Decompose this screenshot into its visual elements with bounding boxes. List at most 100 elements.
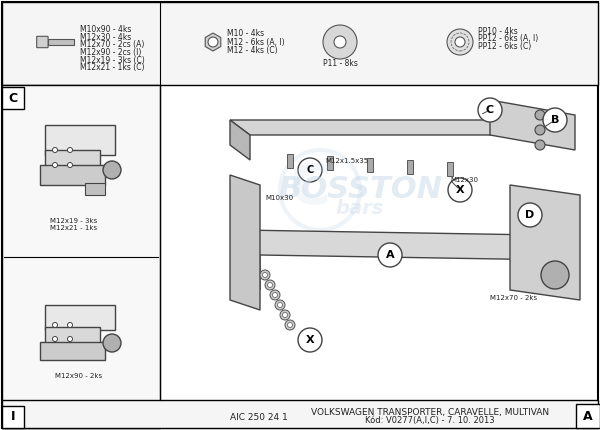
Text: PP10 - 4ks: PP10 - 4ks (478, 27, 518, 36)
Circle shape (448, 178, 472, 202)
Text: A: A (386, 250, 394, 260)
Circle shape (518, 203, 542, 227)
Circle shape (103, 334, 121, 352)
Circle shape (53, 322, 58, 328)
Text: I: I (11, 411, 15, 424)
Text: C: C (307, 165, 314, 175)
Circle shape (67, 337, 73, 341)
Circle shape (208, 37, 218, 47)
Text: M12x19 - 3ks (C): M12x19 - 3ks (C) (80, 55, 145, 64)
Circle shape (541, 261, 569, 289)
Circle shape (270, 290, 280, 300)
Text: M12x1.5x35: M12x1.5x35 (325, 158, 368, 164)
Circle shape (535, 140, 545, 150)
Text: D: D (526, 210, 535, 220)
Circle shape (298, 328, 322, 352)
Circle shape (535, 110, 545, 120)
Text: C: C (486, 105, 494, 115)
Text: M12 - 6ks (A, I): M12 - 6ks (A, I) (227, 37, 284, 46)
Text: M12x70 - 2ks: M12x70 - 2ks (490, 295, 537, 301)
Circle shape (283, 313, 287, 317)
Text: PP12 - 6ks (C): PP12 - 6ks (C) (478, 43, 531, 52)
Text: BOSSTON: BOSSTON (278, 175, 442, 205)
Bar (447, 162, 453, 176)
Text: M10x30: M10x30 (265, 195, 293, 201)
Circle shape (53, 337, 58, 341)
Text: M12x70 - 2cs (A): M12x70 - 2cs (A) (80, 40, 145, 49)
FancyBboxPatch shape (85, 183, 105, 195)
Circle shape (272, 292, 277, 298)
Text: M12x90 - 2ks: M12x90 - 2ks (55, 373, 102, 379)
Circle shape (67, 163, 73, 168)
Circle shape (67, 322, 73, 328)
Circle shape (280, 310, 290, 320)
Bar (2, 400, 598, 428)
Text: C: C (8, 92, 17, 104)
Circle shape (263, 273, 268, 277)
Text: M10x90 - 4ks: M10x90 - 4ks (80, 25, 131, 34)
FancyBboxPatch shape (40, 342, 105, 360)
Polygon shape (510, 185, 580, 300)
Text: M12x19 - 3ks: M12x19 - 3ks (50, 218, 97, 224)
Text: M12x21 - 1ks: M12x21 - 1ks (50, 225, 97, 231)
Circle shape (103, 161, 121, 179)
Bar (2, 2, 598, 85)
Text: A: A (583, 409, 593, 423)
Circle shape (265, 280, 275, 290)
Text: P11 - 8ks: P11 - 8ks (323, 58, 358, 68)
Circle shape (260, 270, 270, 280)
Polygon shape (230, 175, 260, 310)
Circle shape (285, 320, 295, 330)
Bar (2, 87, 24, 109)
Circle shape (455, 37, 465, 47)
FancyBboxPatch shape (37, 36, 48, 48)
FancyBboxPatch shape (45, 305, 115, 330)
Text: M12x30 - 4ks: M12x30 - 4ks (80, 33, 131, 42)
Text: X: X (305, 335, 314, 345)
Polygon shape (490, 100, 575, 150)
Circle shape (268, 283, 272, 288)
Text: M12x21 - 1ks (C): M12x21 - 1ks (C) (80, 63, 145, 72)
Text: C: C (290, 161, 331, 215)
Text: M12 - 4ks (C): M12 - 4ks (C) (227, 46, 278, 55)
Circle shape (287, 322, 293, 328)
Bar (2, 85, 160, 428)
Circle shape (53, 163, 58, 168)
Circle shape (277, 302, 283, 307)
Text: VOLKSWAGEN TRANSPORTER, CARAVELLE, MULTIVAN: VOLKSWAGEN TRANSPORTER, CARAVELLE, MULTI… (311, 408, 549, 417)
Bar (367, 158, 373, 172)
Text: M12x30: M12x30 (450, 177, 478, 183)
Bar (287, 154, 293, 168)
Circle shape (323, 25, 357, 59)
Bar (47, 40, 74, 45)
Circle shape (543, 108, 567, 132)
Polygon shape (205, 33, 221, 51)
Bar (327, 156, 333, 170)
Circle shape (334, 36, 346, 48)
Circle shape (67, 147, 73, 153)
Polygon shape (230, 120, 560, 135)
Text: X: X (455, 185, 464, 195)
Circle shape (478, 98, 502, 122)
Text: bars: bars (336, 199, 384, 218)
Polygon shape (240, 230, 560, 260)
Bar (576, 404, 600, 428)
Circle shape (275, 300, 285, 310)
FancyBboxPatch shape (45, 327, 100, 345)
Polygon shape (230, 120, 250, 160)
Polygon shape (240, 230, 260, 290)
FancyBboxPatch shape (40, 165, 105, 185)
Text: AIC 250 24 1: AIC 250 24 1 (230, 412, 288, 421)
FancyBboxPatch shape (45, 125, 115, 155)
Circle shape (447, 29, 473, 55)
FancyBboxPatch shape (45, 150, 100, 170)
Text: M12x90 - 2cs (I): M12x90 - 2cs (I) (80, 48, 142, 57)
Text: PP12 - 6ks (A, I): PP12 - 6ks (A, I) (478, 34, 538, 43)
Circle shape (535, 125, 545, 135)
Circle shape (298, 158, 322, 182)
Circle shape (53, 147, 58, 153)
Circle shape (378, 243, 402, 267)
Bar (407, 160, 413, 174)
Text: Kód: V0277(A,I,C) - 7. 10. 2013: Kód: V0277(A,I,C) - 7. 10. 2013 (365, 417, 495, 426)
Text: M10 - 4ks: M10 - 4ks (227, 30, 264, 39)
